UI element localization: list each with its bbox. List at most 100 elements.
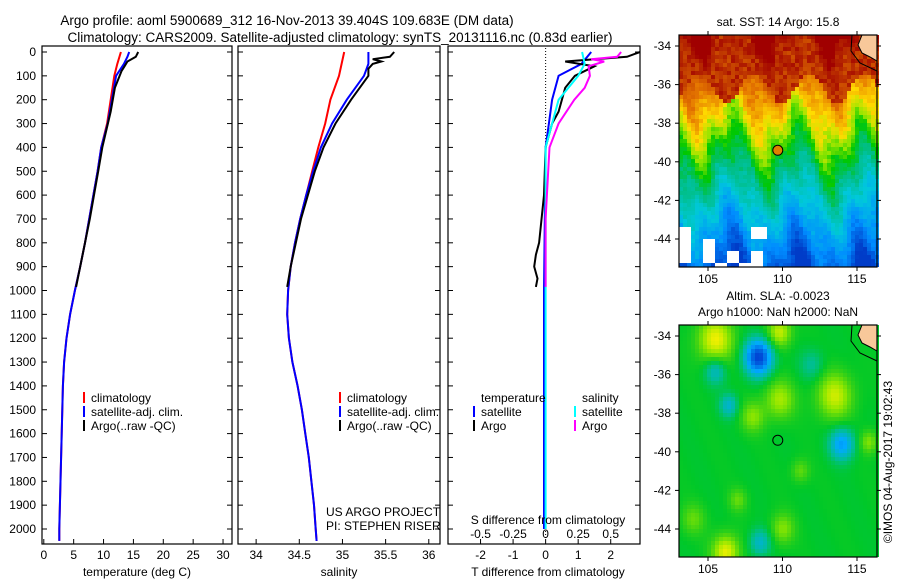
map-cell bbox=[847, 171, 851, 175]
map-cell bbox=[755, 337, 759, 341]
map-cell bbox=[799, 99, 803, 103]
map-cell bbox=[815, 211, 819, 215]
map-cell bbox=[819, 441, 823, 445]
map-cell bbox=[871, 155, 875, 159]
map-cell bbox=[719, 103, 723, 107]
map-cell bbox=[719, 469, 723, 473]
map-cell bbox=[771, 187, 775, 191]
map-cell bbox=[847, 353, 851, 357]
map-cell bbox=[867, 199, 871, 203]
map-cell bbox=[763, 91, 767, 95]
map-cell bbox=[687, 389, 691, 393]
map-cell bbox=[839, 107, 843, 111]
map-cell bbox=[795, 111, 799, 115]
map-cell bbox=[847, 47, 851, 51]
map-cell bbox=[703, 353, 707, 357]
map-cell bbox=[711, 103, 715, 107]
map-cell bbox=[723, 393, 727, 397]
map-cell bbox=[743, 453, 747, 457]
map-cell bbox=[683, 461, 687, 465]
map-cell bbox=[787, 203, 791, 207]
map-cell bbox=[783, 115, 787, 119]
map-cell bbox=[687, 365, 691, 369]
map-cell bbox=[867, 385, 871, 389]
map-cell bbox=[751, 393, 755, 397]
map-cell bbox=[787, 151, 791, 155]
map-cell bbox=[771, 95, 775, 99]
map-cell bbox=[803, 187, 807, 191]
map-cell bbox=[703, 167, 707, 171]
map-cell bbox=[759, 433, 763, 437]
map-cell bbox=[811, 361, 815, 365]
map-cell bbox=[847, 107, 851, 111]
map-cell bbox=[855, 159, 859, 163]
map-cell bbox=[799, 369, 803, 373]
map-cell bbox=[787, 139, 791, 143]
map-cell bbox=[695, 365, 699, 369]
map-cell bbox=[683, 123, 687, 127]
map-cell bbox=[691, 441, 695, 445]
map-cell bbox=[839, 413, 843, 417]
map-cell bbox=[747, 115, 751, 119]
map-cell bbox=[767, 55, 771, 59]
map-cell bbox=[763, 119, 767, 123]
map-cell bbox=[695, 55, 699, 59]
map-cell bbox=[867, 433, 871, 437]
map-cell bbox=[795, 401, 799, 405]
map-cell bbox=[827, 183, 831, 187]
map-cell bbox=[751, 171, 755, 175]
map-cell bbox=[791, 67, 795, 71]
map-cell bbox=[707, 207, 711, 211]
map-cell bbox=[787, 211, 791, 215]
map-cell bbox=[819, 87, 823, 91]
map-cell bbox=[767, 425, 771, 429]
map-cell bbox=[799, 333, 803, 337]
map-cell bbox=[691, 251, 695, 255]
map-cell bbox=[847, 465, 851, 469]
map-cell bbox=[711, 127, 715, 131]
map-cell bbox=[871, 95, 875, 99]
map-cell bbox=[843, 393, 847, 397]
map-cell bbox=[687, 39, 691, 43]
map-cell bbox=[699, 143, 703, 147]
map-cell bbox=[711, 373, 715, 377]
map-cell bbox=[727, 393, 731, 397]
map-cell bbox=[711, 75, 715, 79]
map-cell bbox=[867, 91, 871, 95]
map-cell bbox=[755, 67, 759, 71]
map-cell bbox=[775, 51, 779, 55]
map-cell bbox=[715, 75, 719, 79]
map-cell bbox=[711, 433, 715, 437]
map-cell bbox=[739, 143, 743, 147]
map-cell bbox=[819, 135, 823, 139]
map-cell bbox=[871, 159, 875, 163]
map-cell bbox=[747, 409, 751, 413]
map-cell bbox=[827, 429, 831, 433]
map-cell bbox=[719, 461, 723, 465]
map-cell bbox=[863, 119, 867, 123]
map-cell bbox=[683, 251, 687, 255]
map-cell bbox=[791, 195, 795, 199]
map-cell bbox=[791, 159, 795, 163]
map-cell bbox=[739, 127, 743, 131]
map-cell bbox=[739, 179, 743, 183]
map-cell bbox=[867, 159, 871, 163]
map-cell bbox=[719, 325, 723, 329]
map-cell bbox=[731, 179, 735, 183]
map-cell bbox=[823, 349, 827, 353]
map-cell bbox=[783, 251, 787, 255]
map-cell bbox=[843, 417, 847, 421]
map-cell bbox=[743, 55, 747, 59]
map-cell bbox=[695, 199, 699, 203]
map-cell bbox=[703, 203, 707, 207]
map-cell bbox=[755, 79, 759, 83]
map-cell bbox=[743, 51, 747, 55]
map-cell bbox=[763, 461, 767, 465]
map-cell bbox=[831, 357, 835, 361]
map-cell bbox=[695, 333, 699, 337]
map-cell bbox=[839, 457, 843, 461]
map-cell bbox=[739, 67, 743, 71]
map-cell bbox=[815, 123, 819, 127]
map-cell bbox=[783, 385, 787, 389]
map-cell bbox=[783, 333, 787, 337]
